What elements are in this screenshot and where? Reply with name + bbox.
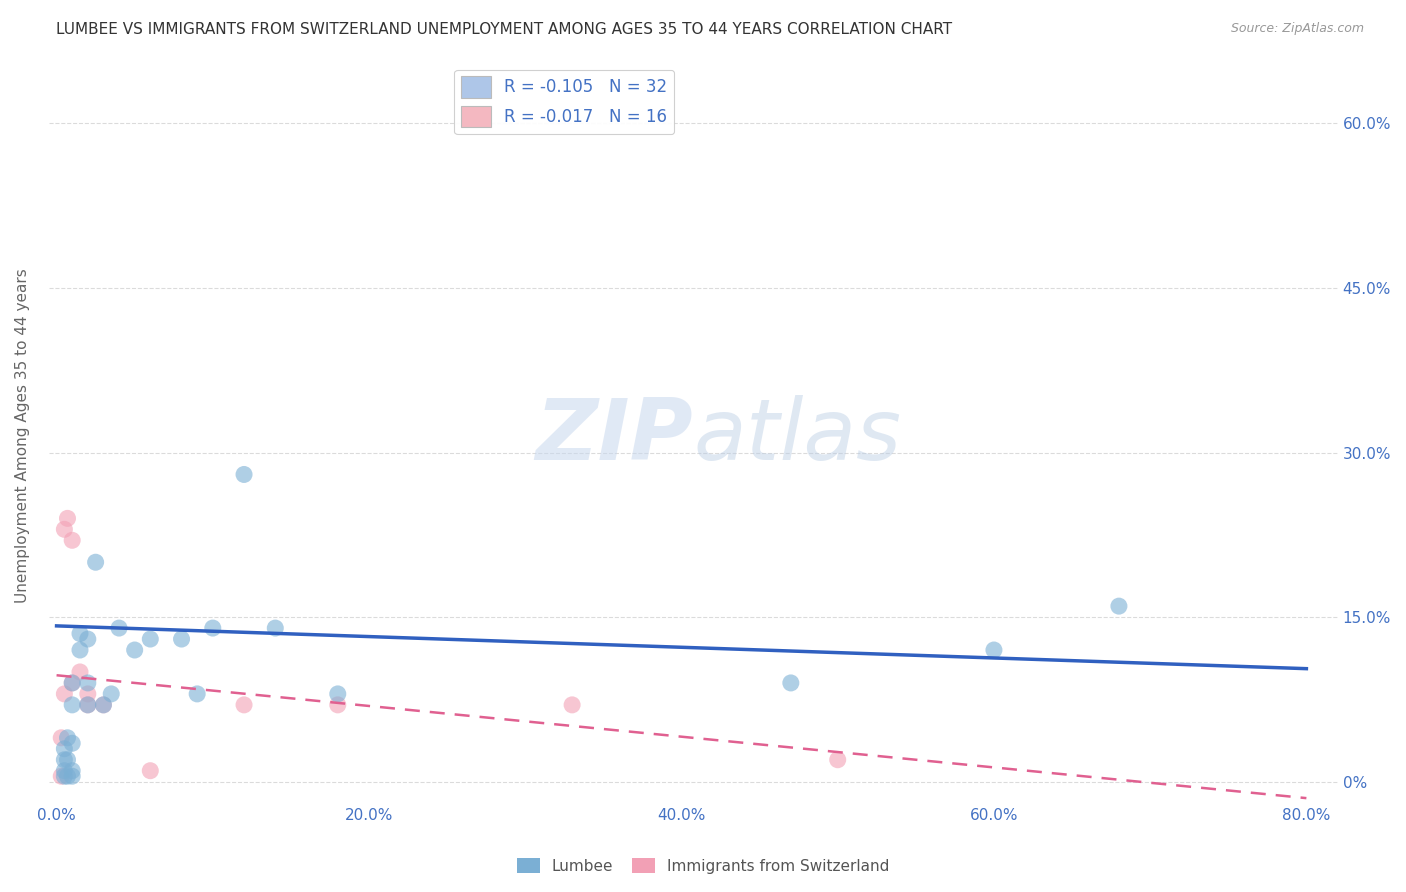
Point (186, 687, 208, 701)
Point (60, 736, 83, 750)
Point (76, 698, 98, 712)
Point (60, 676, 83, 690)
Legend: Lumbee, Immigrants from Switzerland: Lumbee, Immigrants from Switzerland (510, 852, 896, 880)
Point (60, 769, 83, 783)
Point (983, 643, 1005, 657)
Text: atlas: atlas (693, 394, 901, 477)
Point (233, 698, 256, 712)
Point (60, 676, 83, 690)
Point (53, 522, 76, 536)
Text: ZIP: ZIP (536, 394, 693, 477)
Point (60, 533, 83, 548)
Point (53, 764, 76, 778)
Point (326, 687, 349, 701)
Point (56, 769, 79, 783)
Point (124, 643, 146, 657)
Text: Source: ZipAtlas.com: Source: ZipAtlas.com (1230, 22, 1364, 36)
Point (170, 632, 193, 646)
Point (201, 621, 224, 635)
Point (56, 511, 79, 525)
Point (60, 764, 83, 778)
Point (264, 621, 287, 635)
Point (53, 741, 76, 756)
Point (100, 687, 122, 701)
Point (779, 676, 801, 690)
Point (561, 698, 583, 712)
Text: LUMBEE VS IMMIGRANTS FROM SWITZERLAND UNEMPLOYMENT AMONG AGES 35 TO 44 YEARS COR: LUMBEE VS IMMIGRANTS FROM SWITZERLAND UN… (56, 22, 952, 37)
Point (53, 687, 76, 701)
Point (93, 698, 115, 712)
Point (233, 467, 256, 482)
Point (76, 676, 98, 690)
Y-axis label: Unemployment Among Ages 35 to 44 years: Unemployment Among Ages 35 to 44 years (15, 268, 30, 604)
Point (76, 698, 98, 712)
Point (60, 698, 83, 712)
Point (76, 632, 98, 646)
Point (84, 555, 107, 569)
Point (139, 632, 162, 646)
Point (53, 769, 76, 783)
Point (827, 753, 849, 767)
Point (69, 643, 91, 657)
Legend: R = -0.105   N = 32, R = -0.017   N = 16: R = -0.105 N = 32, R = -0.017 N = 16 (454, 70, 675, 134)
Point (93, 698, 115, 712)
Point (69, 665, 91, 679)
Point (76, 687, 98, 701)
Point (51, 769, 73, 783)
Point (1108, 599, 1130, 614)
Point (139, 764, 162, 778)
Point (56, 753, 79, 767)
Point (69, 626, 91, 640)
Point (326, 698, 349, 712)
Point (108, 621, 131, 635)
Point (51, 731, 73, 745)
Point (56, 731, 79, 745)
Point (53, 753, 76, 767)
